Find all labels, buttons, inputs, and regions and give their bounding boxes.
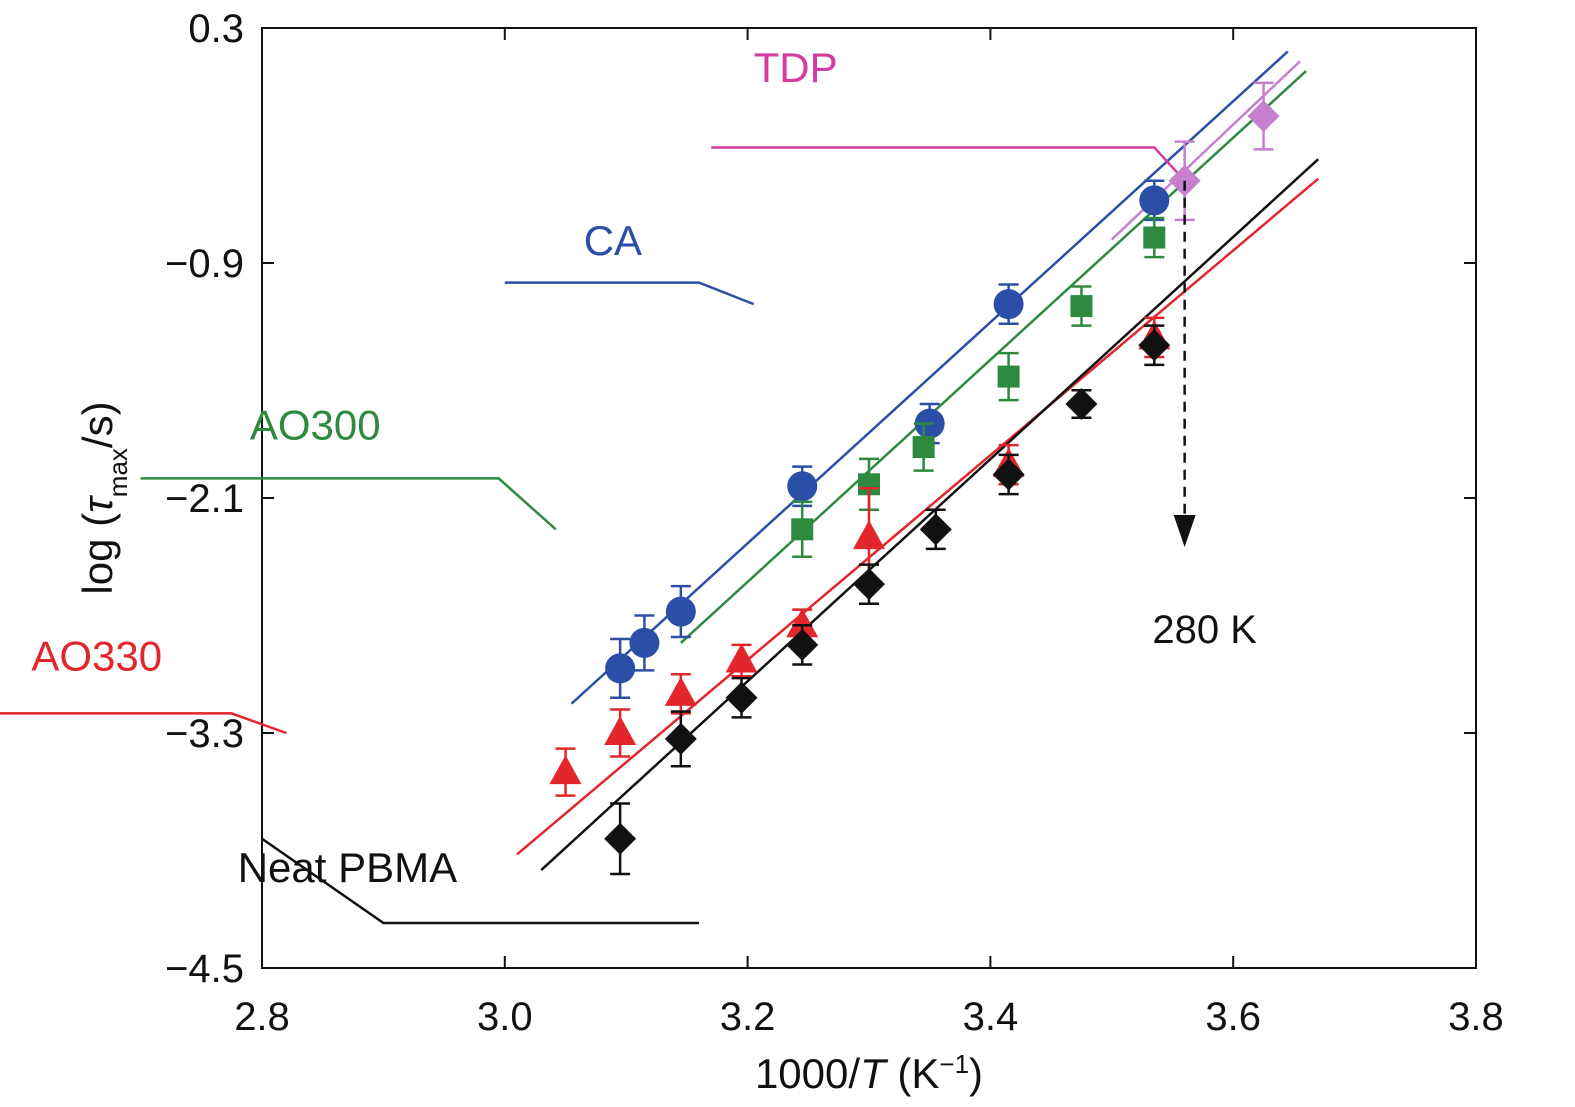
- point-ao300: [1143, 226, 1166, 249]
- point-ao300: [1070, 295, 1093, 318]
- leader-tdp: [711, 146, 1186, 182]
- series-label-neat-pbma: Neat PBMA: [238, 844, 457, 891]
- leader-neat-pbma: [261, 837, 700, 925]
- x-tick-label: 3.8: [1448, 995, 1504, 1039]
- point-tdp: [1247, 100, 1280, 133]
- x-axis-title: 1000/T (K−1): [755, 1049, 983, 1097]
- point-ao330: [664, 676, 697, 706]
- series-label-ao300: AO300: [250, 401, 381, 448]
- x-tick-label: 3.0: [477, 995, 533, 1039]
- annotation-arrowhead: [1173, 514, 1196, 547]
- point-neat-pbma: [1138, 329, 1171, 362]
- annotation: 280 K: [1152, 180, 1257, 652]
- y-axis-title-part: max: [103, 448, 133, 497]
- x-tick-label: 3.6: [1205, 995, 1261, 1039]
- annotation-label: 280 K: [1152, 608, 1257, 652]
- y-tick-label: −0.9: [165, 242, 244, 286]
- series-label-ao330: AO330: [31, 632, 162, 679]
- series-label-ca: CA: [584, 217, 642, 264]
- x-tick-label: 3.2: [720, 995, 776, 1039]
- fit-line-ao300: [679, 70, 1307, 644]
- point-neat-pbma: [1065, 388, 1098, 420]
- y-tick-label: −3.3: [165, 712, 244, 756]
- point-ca: [1139, 185, 1170, 216]
- point-ao330: [853, 520, 885, 550]
- point-ao330: [549, 755, 582, 785]
- point-neat-pbma: [604, 822, 637, 855]
- data-markers: [549, 81, 1280, 876]
- fit-line-ca: [570, 50, 1289, 705]
- point-ao300: [997, 365, 1020, 388]
- y-axis-title-part: τ: [74, 495, 121, 513]
- leader-ca: [504, 281, 755, 306]
- leader-ao330: [0, 712, 287, 735]
- point-ca: [993, 289, 1024, 320]
- y-axis-title-part: log (: [74, 513, 121, 595]
- axes: 2.8 3.0 3.2 3.4 3.6 3.8 0.3 −0.9 −2.1 −3.3 −4.5: [165, 7, 1504, 1039]
- point-ca: [665, 596, 696, 627]
- x-axis-title-part: (K: [886, 1050, 940, 1097]
- point-neat-pbma: [992, 458, 1025, 491]
- y-axis-title: log (τmax/s): [74, 401, 133, 594]
- x-axis-title-part: 1000/: [755, 1050, 860, 1097]
- x-tick-label: 2.8: [234, 995, 290, 1039]
- x-axis-title-part: T: [860, 1050, 889, 1097]
- point-neat-pbma: [919, 513, 952, 546]
- point-neat-pbma: [853, 568, 885, 601]
- x-axis-title-part: ): [969, 1050, 983, 1097]
- point-ao300: [791, 518, 814, 541]
- x-axis-title-part: −1: [939, 1049, 969, 1079]
- point-ao330: [604, 716, 637, 745]
- leader-ao300: [140, 477, 557, 531]
- y-tick-label: −2.1: [165, 477, 244, 521]
- point-ao330: [725, 643, 758, 673]
- label-leaders: [0, 146, 1186, 925]
- fit-line-ao330: [516, 177, 1319, 856]
- point-neat-pbma: [664, 722, 697, 755]
- y-tick-label: −4.5: [165, 947, 244, 991]
- chart-text: 1000/T (K−1) log (τmax/s) TDP CA AO300 AO330 N…: [31, 44, 983, 1097]
- point-ca: [605, 653, 636, 684]
- point-neat-pbma: [725, 681, 758, 714]
- point-ao300: [858, 473, 880, 496]
- point-neat-pbma: [786, 628, 819, 661]
- point-ca: [629, 627, 660, 658]
- fit-line-neat-pbma: [540, 158, 1320, 872]
- point-ao300: [912, 436, 935, 459]
- x-tick-label: 3.4: [963, 995, 1019, 1039]
- series-label-tdp: TDP: [754, 44, 838, 91]
- y-tick-label: 0.3: [188, 7, 244, 51]
- point-ao330: [786, 608, 819, 638]
- y-axis-title-part: /s): [74, 401, 121, 448]
- point-ca: [787, 471, 818, 502]
- fit-lines: [516, 50, 1320, 872]
